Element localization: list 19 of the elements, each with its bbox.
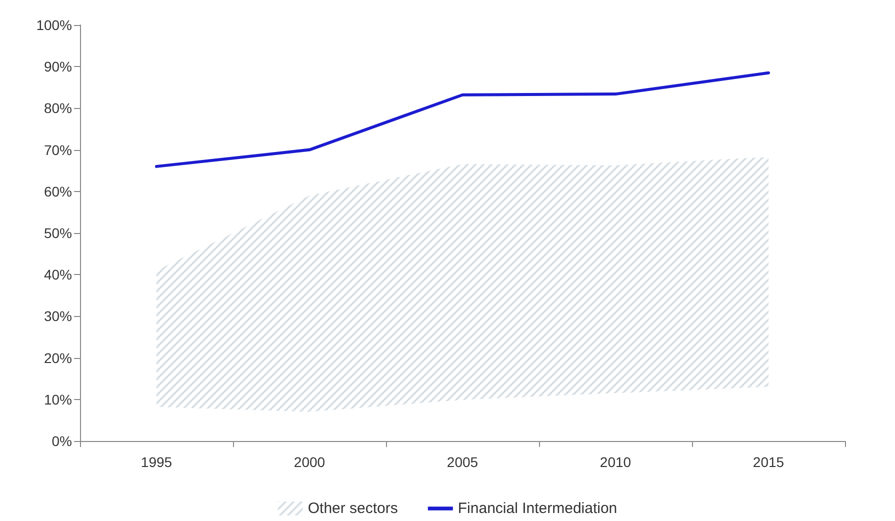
y-tick-label: 20% <box>44 350 72 366</box>
x-tick-label: 1995 <box>140 454 172 470</box>
y-tick-label: 0% <box>52 433 72 449</box>
line-series <box>155 71 770 168</box>
y-tick-label: 10% <box>44 391 72 408</box>
x-tick-label: 2000 <box>294 454 326 470</box>
y-tick-label: 60% <box>44 183 72 200</box>
y-tick-label: 30% <box>44 308 72 324</box>
y-tick-label: 70% <box>44 142 72 158</box>
y-tick-label: 50% <box>44 225 72 241</box>
y-tick-label: 90% <box>44 58 72 75</box>
y-tick-label: 100% <box>36 17 72 33</box>
x-tick-label: 2005 <box>446 454 478 470</box>
legend-label: Financial Intermediation <box>458 500 618 517</box>
y-tick-label: 80% <box>44 100 72 116</box>
x-tick-label: 2010 <box>600 454 632 470</box>
x-tick-label: 2015 <box>752 454 784 470</box>
y-tick-label: 40% <box>44 266 72 283</box>
legend-label: Other sectors <box>308 500 398 517</box>
